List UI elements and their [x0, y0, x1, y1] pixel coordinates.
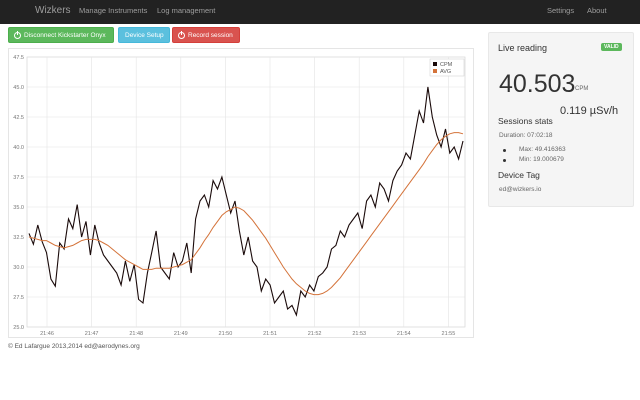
x-tick-label: 21:46: [40, 331, 54, 337]
nav-manage-instruments[interactable]: Manage Instruments: [79, 6, 148, 15]
live-chart: 25.0 27.5 30.0 32.5 35.0 37.5 40.0 42.5 45.0 47.5…: [13, 55, 466, 337]
plot-frame: [26, 56, 466, 328]
sessions-stats-title: Sessions stats: [498, 116, 553, 126]
bullet-icon: [503, 149, 506, 152]
legend-box: [429, 58, 465, 77]
x-tick-label: 21:51: [263, 331, 277, 337]
legend-swatch: [433, 69, 437, 73]
series-line-cpm: [28, 86, 464, 317]
x-tick-label: 21:48: [129, 331, 143, 337]
min-text: Min: 19.000679: [519, 156, 564, 163]
y-tick-label: 47.5: [13, 55, 24, 61]
nav-about[interactable]: About: [587, 6, 607, 15]
y-tick-label: 40.0: [13, 145, 24, 151]
live-reading-title: Live reading: [498, 43, 548, 53]
record-icon: [178, 30, 185, 39]
x-tick-label: 21:53: [352, 331, 366, 337]
y-tick-label: 32.5: [13, 235, 24, 241]
y-tick-label: 37.5: [13, 175, 24, 181]
device-setup-label: Device Setup: [125, 31, 164, 39]
disconnect-label: Disconnect Kickstarter Onyx: [24, 31, 106, 39]
brand-logo[interactable]: Wizkers: [35, 5, 71, 16]
y-tick-label: 35.0: [13, 205, 24, 211]
valid-badge: VALID: [601, 43, 622, 51]
nav-settings[interactable]: Settings: [547, 6, 575, 15]
y-tick-label: 25.0: [13, 325, 24, 331]
usv-value: 0.119 µSv/h: [560, 105, 619, 117]
device-setup-button[interactable]: Device Setup: [118, 27, 170, 43]
disconnect-button[interactable]: Disconnect Kickstarter Onyx: [8, 27, 114, 43]
y-tick-label: 27.5: [13, 295, 24, 301]
series-line-avg: [28, 132, 464, 296]
nav-log-management[interactable]: Log management: [157, 6, 216, 15]
legend-label: AVG: [440, 69, 451, 75]
bullet-icon: [503, 159, 506, 162]
footer-copyright: © Ed Lafargue 2013,2014 ed@aerodynes.org: [8, 343, 140, 350]
cpm-value: 40.503: [499, 70, 576, 98]
y-tick-label: 42.5: [13, 115, 24, 121]
device-tag-value: ed@wizkers.io: [499, 186, 542, 193]
duration-text: Duration: 07:02:18: [499, 132, 553, 139]
live-chart-container: 25.0 27.5 30.0 32.5 35.0 37.5 40.0 42.5 45.0 47.5…: [8, 48, 474, 338]
top-navbar: Wizkers Manage Instruments Log managemen…: [0, 0, 640, 24]
live-reading-panel: Live reading VALID 40.503 CPM 0.119 µSv/…: [488, 32, 634, 207]
x-tick-label: 21:54: [397, 331, 411, 337]
max-text: Max: 49.416363: [519, 146, 566, 153]
x-tick-label: 21:47: [85, 331, 99, 337]
x-tick-label: 21:55: [442, 331, 456, 337]
legend-label: CPM: [440, 62, 453, 68]
x-tick-label: 21:52: [308, 331, 322, 337]
device-tag-title: Device Tag: [498, 170, 540, 180]
y-tick-label: 45.0: [13, 85, 24, 91]
record-session-button[interactable]: Record session: [172, 27, 240, 43]
x-tick-label: 21:50: [219, 331, 233, 337]
legend-swatch: [433, 62, 437, 66]
record-label: Record session: [188, 31, 233, 39]
power-icon: [14, 30, 21, 39]
cpm-unit: CPM: [575, 86, 589, 92]
y-tick-label: 30.0: [13, 265, 24, 271]
x-tick-label: 21:49: [174, 331, 188, 337]
